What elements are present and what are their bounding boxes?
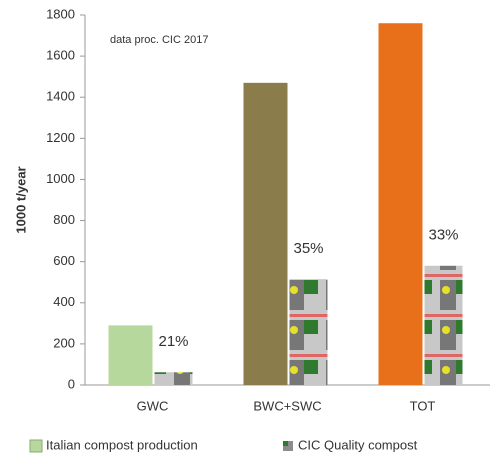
bar	[108, 325, 153, 385]
y-tick-label: 1000	[46, 171, 75, 186]
x-tick-label: BWC+SWC	[253, 398, 321, 413]
bar	[154, 372, 193, 385]
y-tick-label: 1400	[46, 89, 75, 104]
y-tick-label: 0	[68, 376, 75, 391]
annotation: data proc. CIC 2017	[110, 34, 208, 46]
x-tick-label: GWC	[137, 398, 169, 413]
legend-label: Italian compost production	[46, 437, 198, 452]
bar-annotation: 35%	[293, 240, 323, 257]
bar	[424, 265, 463, 385]
x-tick-label: TOT	[410, 398, 436, 413]
y-tick-label: 1800	[46, 6, 75, 21]
legend-label: CIC Quality compost	[298, 437, 418, 452]
y-tick-label: 1200	[46, 130, 75, 145]
y-axis-label: 1000 t/year	[13, 166, 28, 233]
y-tick-label: 800	[53, 212, 75, 227]
legend-swatch	[29, 439, 43, 453]
legend-swatch	[283, 441, 288, 446]
y-tick-label: 400	[53, 294, 75, 309]
bar	[289, 279, 328, 385]
y-tick-label: 1600	[46, 48, 75, 63]
bar-annotation: 33%	[428, 227, 458, 244]
y-tick-label: 200	[53, 335, 75, 350]
bar	[378, 23, 423, 385]
bar	[243, 82, 288, 385]
y-tick-label: 600	[53, 253, 75, 268]
bar-annotation: 21%	[158, 333, 188, 350]
